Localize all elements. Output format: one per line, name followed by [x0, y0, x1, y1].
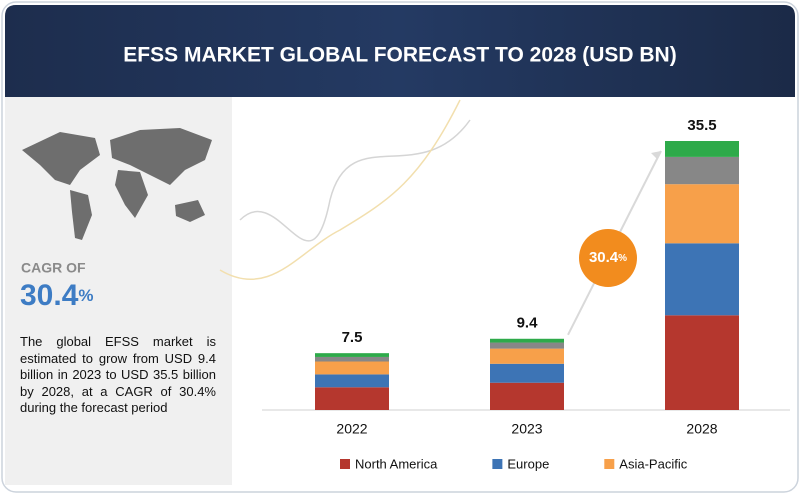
growth-unit: %: [618, 253, 627, 264]
decor-curve: [239, 119, 471, 242]
legend-swatch: [492, 459, 503, 469]
x-tick-label: 2022: [336, 421, 367, 437]
total-label: 9.4: [517, 315, 539, 332]
legend-swatch: [340, 459, 350, 469]
cagr-unit: %: [78, 286, 93, 305]
bar-segment: [490, 348, 564, 364]
growth-number: 30.4: [589, 249, 619, 266]
total-label: 7.5: [342, 329, 363, 346]
world-map: [22, 128, 212, 240]
description-box: The global EFSS market is estimated to g…: [20, 334, 216, 415]
title: EFSS MARKET GLOBAL FORECAST TO 2028 (USD…: [123, 44, 676, 67]
bar-segment: [315, 356, 389, 362]
x-tick-label: 2028: [686, 421, 717, 437]
bar-segment: [315, 374, 389, 388]
description: The global EFSS market is estimated to g…: [20, 334, 216, 415]
header-banner: [5, 5, 795, 97]
bar-segment: [315, 361, 389, 375]
legend-label: North America: [355, 456, 438, 471]
decor-curve: [219, 99, 461, 281]
legend-label: Asia-Pacific: [619, 456, 687, 471]
legend-label: Europe: [507, 456, 549, 471]
bar-segment: [665, 141, 739, 157]
bar-segment: [490, 342, 564, 349]
arrow-head: [651, 151, 661, 159]
bar-segment: [490, 363, 564, 383]
bar-segment: [665, 243, 739, 316]
bar-segment: [315, 353, 389, 357]
cagr-number: 30.4: [20, 279, 79, 312]
total-label: 35.5: [687, 117, 716, 134]
x-tick-label: 2023: [511, 421, 542, 437]
bar-segment: [665, 315, 739, 410]
cagr-label: CAGR OF: [21, 260, 86, 276]
bar-segment: [665, 156, 739, 185]
bar-segment: [490, 338, 564, 343]
growth-text: 30.4%: [589, 249, 627, 266]
cagr-value: 30.4%: [20, 279, 94, 312]
bar-segment: [665, 184, 739, 244]
legend-swatch: [604, 459, 615, 469]
growth-badge: [579, 229, 637, 287]
bar-segment: [490, 382, 564, 410]
bar-segment: [315, 387, 389, 410]
